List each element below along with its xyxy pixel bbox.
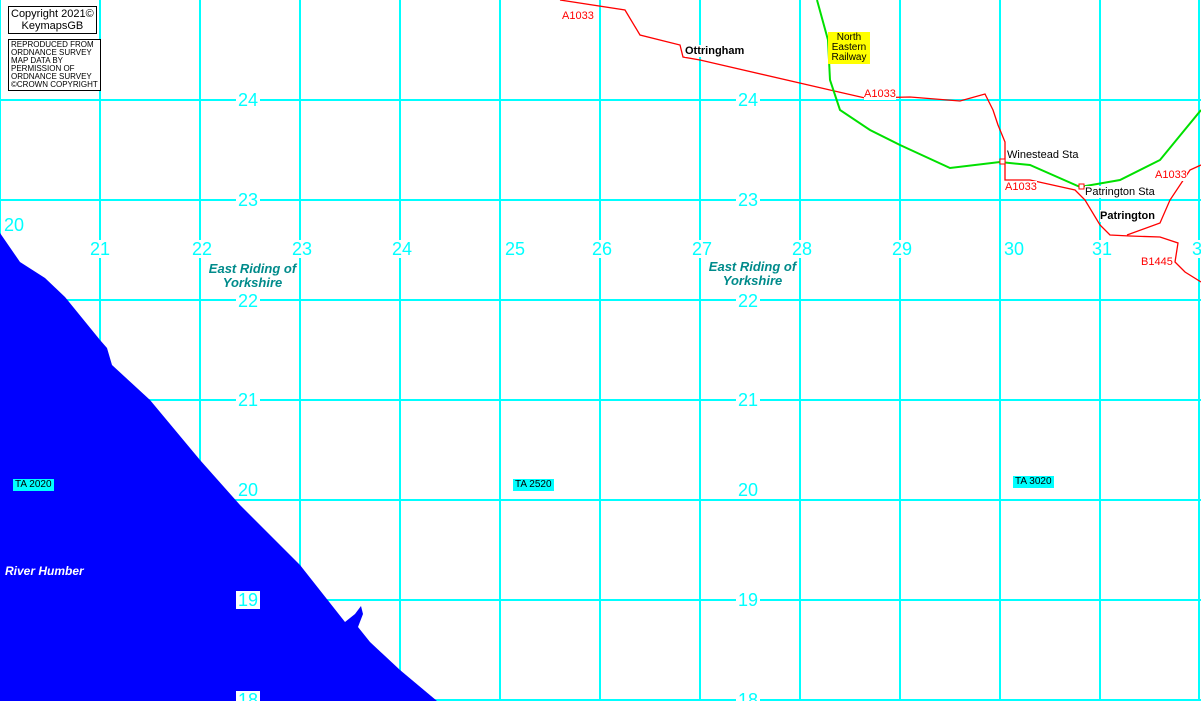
northing-label: 20 bbox=[236, 480, 261, 500]
patrington-station-marker bbox=[1078, 183, 1085, 190]
place-patrington: Patrington bbox=[1100, 210, 1155, 222]
region-label-left: East Riding of Yorkshire bbox=[208, 261, 297, 290]
os-notice-line: ©CROWN COPYRIGHT bbox=[11, 80, 98, 89]
railway-label: North Eastern Railway bbox=[828, 32, 870, 64]
northing-label: 19 bbox=[236, 590, 261, 610]
easting-label: 21 bbox=[88, 239, 113, 259]
northing-label: 21 bbox=[736, 390, 761, 410]
north-eastern-railway bbox=[816, 0, 1201, 189]
road-label: A1033 bbox=[562, 10, 594, 22]
grid-ref-ta3020: TA 3020 bbox=[1013, 476, 1054, 488]
grid-ref-ta2020: TA 2020 bbox=[13, 479, 54, 491]
easting-label: 28 bbox=[790, 239, 815, 259]
northing-label: 19 bbox=[736, 590, 761, 610]
easting-label: 3 bbox=[1190, 240, 1201, 258]
northing-label: 21 bbox=[236, 390, 261, 410]
river-humber-water bbox=[0, 233, 437, 701]
easting-label: 22 bbox=[190, 239, 215, 259]
easting-label: 25 bbox=[503, 239, 528, 259]
station-winestead: Winestead Sta bbox=[1007, 149, 1079, 161]
northing-label: 20 bbox=[736, 480, 761, 500]
easting-label: 20 bbox=[2, 215, 27, 235]
northing-label: 24 bbox=[736, 90, 761, 110]
winestead-station-marker bbox=[999, 158, 1006, 165]
copyright-text: Copyright 2021© bbox=[11, 8, 94, 20]
northing-label: 24 bbox=[236, 90, 261, 110]
easting-label: 30 bbox=[1002, 239, 1027, 259]
os-notice-line: MAP DATA BY bbox=[11, 56, 64, 65]
easting-label: 23 bbox=[290, 239, 315, 259]
northing-label: 22 bbox=[236, 291, 261, 311]
easting-label: 26 bbox=[590, 239, 615, 259]
northing-label: 23 bbox=[236, 190, 261, 210]
northing-label: 18 bbox=[236, 691, 261, 701]
region-label-right: East Riding of Yorkshire bbox=[708, 259, 797, 288]
os-notice-box: REPRODUCED FROM ORDNANCE SURVEY MAP DATA… bbox=[8, 39, 101, 91]
water-label-river-humber: River Humber bbox=[5, 564, 84, 578]
os-notice-line: REPRODUCED FROM bbox=[11, 40, 94, 49]
road-label: A1033 bbox=[864, 88, 896, 100]
station-patrington: Patrington Sta bbox=[1085, 186, 1155, 198]
os-notice-line: ORDNANCE SURVEY bbox=[11, 48, 92, 57]
road-label: B1445 bbox=[1141, 256, 1173, 268]
os-notice-line: ORDNANCE SURVEY bbox=[11, 72, 92, 81]
northing-label: 23 bbox=[736, 190, 761, 210]
northing-label: 22 bbox=[736, 291, 761, 311]
easting-label: 29 bbox=[890, 239, 915, 259]
a1033-road bbox=[559, 0, 1201, 283]
copyright-box: Copyright 2021© KeymapsGB bbox=[8, 6, 97, 34]
grid-ref-ta2520: TA 2520 bbox=[513, 479, 554, 491]
easting-label: 31 bbox=[1090, 239, 1115, 259]
road-label: A1033 bbox=[1005, 181, 1037, 193]
easting-label: 27 bbox=[690, 239, 715, 259]
a1033-east-road bbox=[1126, 164, 1201, 236]
road-label: A1033 bbox=[1155, 169, 1187, 181]
place-ottringham: Ottringham bbox=[685, 45, 745, 57]
northing-label: 18 bbox=[736, 691, 761, 701]
os-notice-line: PERMISSION OF bbox=[11, 64, 75, 73]
easting-label: 24 bbox=[390, 239, 415, 259]
copyright-brand: KeymapsGB bbox=[21, 20, 84, 32]
